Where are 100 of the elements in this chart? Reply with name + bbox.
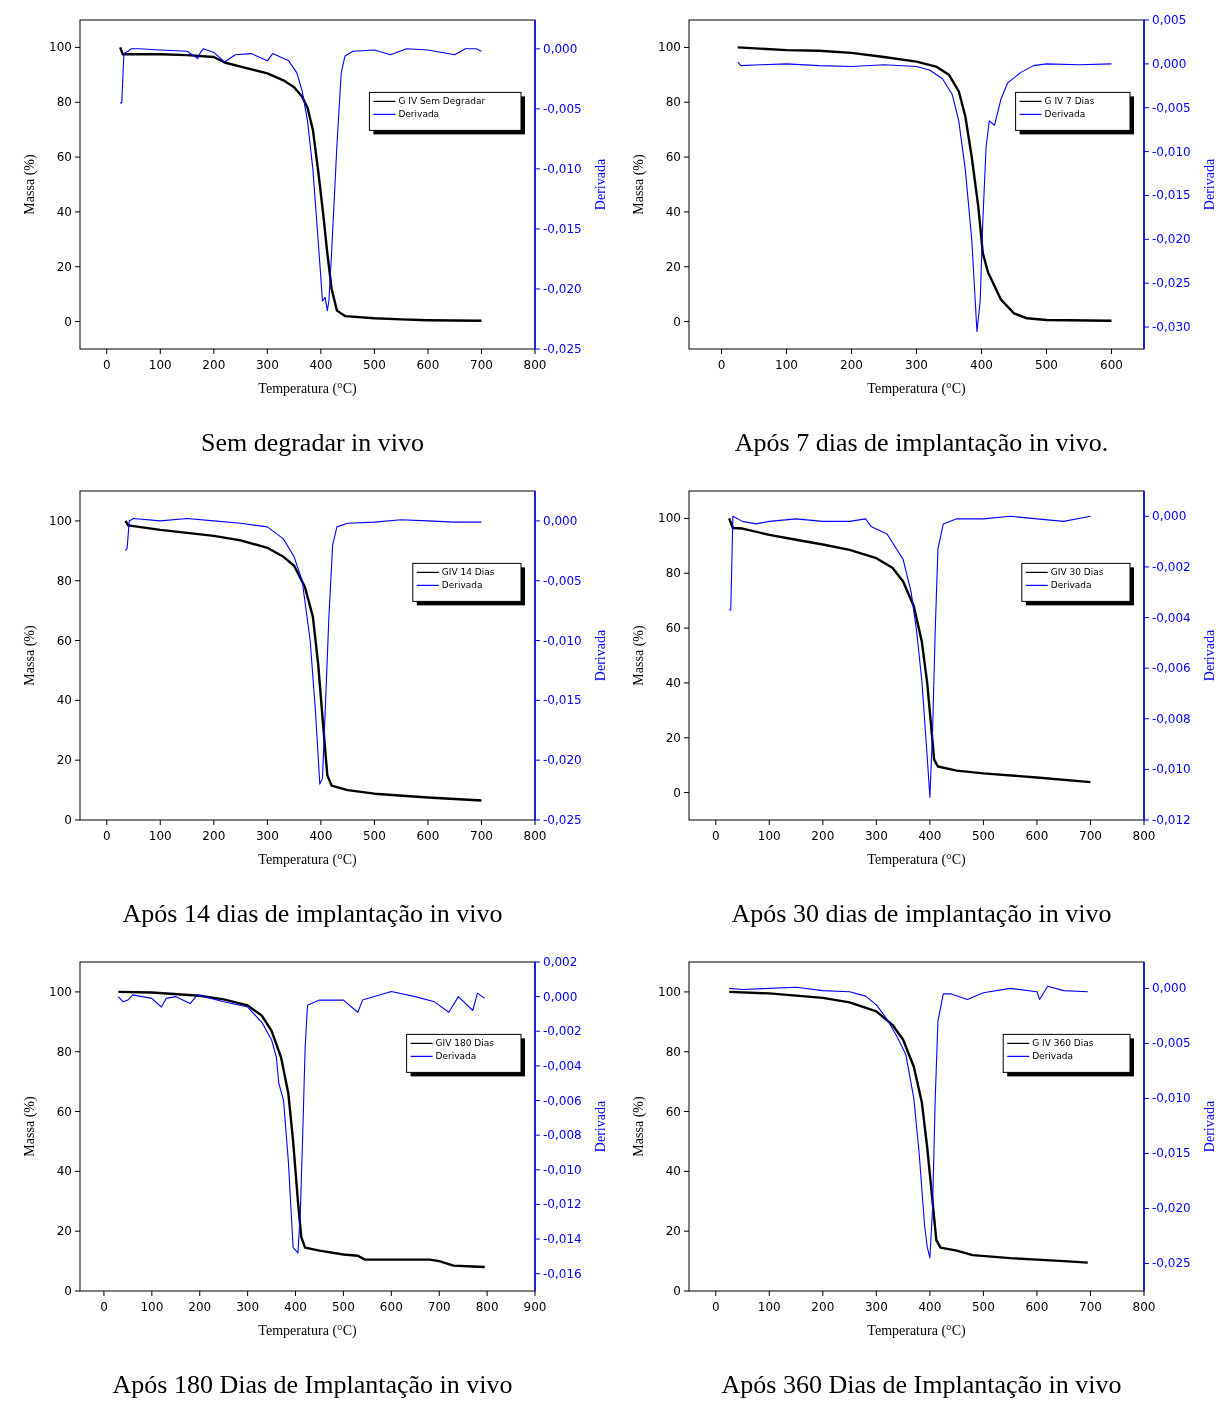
y2-tick-label: -0,006 xyxy=(1152,661,1191,676)
y-tick-label: 80 xyxy=(665,95,681,110)
y-tick-label: 80 xyxy=(665,566,681,581)
y2-axis-title: Derivada xyxy=(593,1100,608,1153)
y2-tick-label: -0,006 xyxy=(543,1093,582,1108)
y2-tick-label: -0,025 xyxy=(1152,276,1191,291)
y-tick-label: 20 xyxy=(665,730,681,745)
y-tick-label: 0 xyxy=(673,785,681,800)
x-tick-label: 600 xyxy=(1025,1300,1049,1314)
x-tick-label: 100 xyxy=(148,829,172,843)
x-tick-label: 400 xyxy=(918,829,942,843)
x-tick-label: 600 xyxy=(416,829,440,843)
legend-label: GIV 180 Dias xyxy=(435,1038,495,1049)
x-tick-label: 500 xyxy=(971,1300,995,1314)
y2-tick-label: 0,002 xyxy=(543,955,578,969)
y2-axis-title: Derivada xyxy=(593,629,608,682)
y-axis-title: Massa (%) xyxy=(22,154,38,215)
x-axis-title: Temperatura (°C) xyxy=(258,1323,357,1339)
y-tick-label: 40 xyxy=(665,1164,681,1179)
y2-tick-label: -0,012 xyxy=(543,1197,582,1212)
x-tick-label: 500 xyxy=(1035,358,1058,372)
y2-tick-label: -0,005 xyxy=(543,101,582,116)
y2-tick-label: -0,020 xyxy=(543,753,582,768)
y2-tick-label: -0,030 xyxy=(1152,320,1191,335)
y-axis-title: Massa (%) xyxy=(631,1096,647,1157)
text: Após 14 dias de implantação in vivo xyxy=(122,899,503,928)
x-tick-label: 200 xyxy=(840,358,863,372)
x-tick-label: 300 xyxy=(864,1300,888,1314)
legend-label: Derivada xyxy=(398,109,440,120)
x-tick-label: 800 xyxy=(1132,829,1156,843)
y-tick-label: 100 xyxy=(658,40,681,55)
x-tick-label: 300 xyxy=(905,358,928,372)
y2-tick-label: -0,015 xyxy=(543,221,582,236)
x-tick-label: 0 xyxy=(102,358,111,372)
y-tick-label: 40 xyxy=(665,204,681,219)
legend-label: Derivada xyxy=(441,580,483,591)
y2-tick-label: 0,000 xyxy=(1152,509,1187,524)
x-tick-label: 0 xyxy=(100,1300,108,1314)
y2-tick-label: 0,000 xyxy=(543,989,578,1004)
x-tick-label: 900 xyxy=(523,1300,547,1314)
y2-axis-title: Derivada xyxy=(1202,158,1217,211)
x-tick-label: 700 xyxy=(470,358,493,372)
y-tick-label: 60 xyxy=(665,150,681,165)
y-tick-label: 20 xyxy=(56,1224,72,1239)
y2-tick-label: -0,010 xyxy=(543,1162,582,1177)
y2-tick-label: -0,004 xyxy=(543,1058,582,1073)
y2-tick-label: -0,020 xyxy=(1152,232,1191,247)
x-tick-label: 800 xyxy=(523,358,547,372)
y-tick-label: 60 xyxy=(665,1104,681,1119)
x-tick-label: 100 xyxy=(140,1300,164,1314)
x-tick-label: 0 xyxy=(102,829,111,843)
y-tick-label: 20 xyxy=(665,1224,681,1239)
y2-tick-label: -0,014 xyxy=(543,1232,582,1247)
x-tick-label: 700 xyxy=(1079,829,1102,843)
legend-label: GIV 30 Dias xyxy=(1050,567,1104,578)
x-axis-title: Temperatura (°C) xyxy=(258,852,357,868)
x-tick-label: 700 xyxy=(1079,1300,1102,1314)
x-tick-label: 500 xyxy=(331,1300,355,1314)
y2-tick-label: -0,012 xyxy=(1152,813,1191,827)
y2-axis-title: Derivada xyxy=(1202,1100,1217,1153)
y2-tick-label: -0,008 xyxy=(543,1128,582,1143)
x-tick-label: 800 xyxy=(1132,1300,1156,1314)
y-tick-label: 20 xyxy=(665,259,681,274)
x-tick-label: 600 xyxy=(1025,829,1049,843)
y-tick-label: 0 xyxy=(64,813,72,827)
y-tick-label: 100 xyxy=(49,984,72,999)
y2-tick-label: 0,000 xyxy=(543,513,578,528)
y2-tick-label: -0,010 xyxy=(1152,1091,1191,1106)
y-axis-title: Massa (%) xyxy=(631,625,647,686)
y2-tick-label: -0,005 xyxy=(1152,100,1191,115)
x-tick-label: 0 xyxy=(711,829,720,843)
x-tick-label: 200 xyxy=(202,829,226,843)
legend-label: Derivada xyxy=(1032,1051,1073,1062)
x-axis-title: Temperatura (°C) xyxy=(258,381,357,397)
y-tick-label: 0 xyxy=(64,1284,72,1298)
y-tick-label: 0 xyxy=(64,314,72,329)
y-tick-label: 40 xyxy=(56,693,72,708)
x-tick-label: 100 xyxy=(148,358,172,372)
x-tick-label: 200 xyxy=(188,1300,212,1314)
y2-tick-label: -0,010 xyxy=(1152,144,1191,159)
y-tick-label: 100 xyxy=(49,40,72,55)
legend-label: Derivada xyxy=(1050,580,1092,591)
y2-tick-label: -0,025 xyxy=(1152,1256,1191,1271)
y2-tick-label: 0,000 xyxy=(1152,56,1187,71)
x-tick-label: 400 xyxy=(309,829,333,843)
y2-tick-label: 0,000 xyxy=(543,41,578,56)
y2-tick-label: -0,016 xyxy=(543,1266,582,1281)
x-tick-label: 700 xyxy=(470,829,493,843)
y-tick-label: 100 xyxy=(658,984,681,999)
x-tick-label: 300 xyxy=(236,1300,260,1314)
x-tick-label: 300 xyxy=(255,358,279,372)
y-tick-label: 80 xyxy=(56,1044,72,1059)
x-tick-label: 500 xyxy=(362,358,386,372)
y2-tick-label: -0,015 xyxy=(1152,1146,1191,1161)
y-tick-label: 40 xyxy=(56,1164,72,1179)
x-tick-label: 600 xyxy=(416,358,440,372)
y2-tick-label: -0,015 xyxy=(1152,188,1191,203)
x-tick-label: 400 xyxy=(284,1300,307,1314)
y2-tick-label: -0,010 xyxy=(1152,762,1191,777)
x-tick-label: 100 xyxy=(757,829,781,843)
